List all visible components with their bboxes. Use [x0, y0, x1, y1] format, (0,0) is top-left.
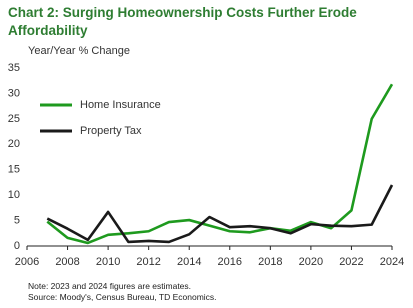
note: Note: 2023 and 2024 figures are estimate… [28, 281, 192, 291]
y-tick-label: 20 [8, 138, 20, 150]
x-tick-label: 2008 [55, 256, 79, 268]
y-tick-label: 5 [14, 214, 20, 226]
x-tick-label: 2022 [339, 256, 363, 268]
x-tick-label: 2024 [380, 256, 404, 268]
chart-subtitle: Year/Year % Change [28, 45, 130, 57]
x-tick-label: 2018 [258, 256, 282, 268]
x-tick-label: 2010 [96, 256, 120, 268]
y-tick-label: 10 [8, 189, 20, 201]
chart-title: Chart 2: Surging Homeownership Costs Fur… [8, 5, 357, 38]
legend-label: Property Tax [80, 125, 142, 137]
x-tick-label: 2012 [136, 256, 160, 268]
y-tick-label: 0 [14, 240, 20, 252]
y-tick-label: 30 [8, 87, 20, 99]
x-tick-label: 2006 [15, 256, 39, 268]
x-tick-label: 2014 [177, 256, 201, 268]
notes: Note: 2023 and 2024 figures are estimate… [28, 281, 217, 303]
x-tick-label: 2020 [299, 256, 323, 268]
legend-label: Home Insurance [80, 99, 161, 111]
y-tick-label: 25 [8, 113, 20, 125]
y-tick-label: 35 [8, 62, 20, 74]
x-tick-label: 2016 [218, 256, 242, 268]
line-series [46, 184, 394, 244]
note: Source: Moody's, Census Bureau, TD Econo… [28, 292, 217, 302]
y-tick-label: 15 [8, 164, 20, 176]
